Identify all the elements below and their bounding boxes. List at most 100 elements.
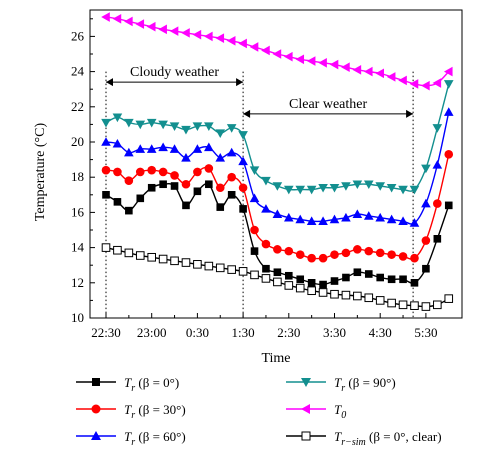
- data-point: [363, 180, 374, 190]
- data-point: [330, 277, 339, 285]
- data-point: [135, 167, 145, 177]
- data-point: [284, 281, 294, 290]
- data-point: [101, 118, 111, 128]
- legend-label: Tr (β = 30°): [124, 402, 186, 421]
- data-point: [170, 256, 179, 266]
- series-trsim: [101, 243, 454, 311]
- cloudy-weather-annotation: Cloudy weather: [106, 65, 244, 87]
- data-point: [215, 129, 226, 138]
- data-point: [318, 288, 328, 297]
- series-line: [105, 83, 450, 192]
- data-point: [387, 250, 396, 259]
- data-point: [124, 118, 134, 128]
- data-point: [375, 182, 385, 191]
- x-tick-label: 0:30: [186, 325, 209, 340]
- data-point: [433, 300, 442, 310]
- data-point: [181, 28, 190, 38]
- data-point: [318, 58, 327, 68]
- data-point: [422, 264, 430, 273]
- data-point: [444, 294, 454, 303]
- series-t0: [101, 12, 453, 91]
- data-point: [204, 164, 214, 173]
- data-point: [158, 254, 168, 264]
- data-point: [204, 142, 214, 152]
- data-point: [273, 268, 282, 277]
- data-point: [146, 118, 157, 128]
- arrowhead-left: [106, 78, 113, 87]
- data-point: [181, 153, 191, 162]
- data-point: [261, 176, 271, 186]
- data-point: [341, 62, 350, 72]
- data-point: [238, 131, 248, 140]
- data-point: [329, 183, 340, 193]
- data-point: [272, 209, 283, 218]
- data-point: [113, 245, 122, 255]
- x-tick-label: 5:30: [414, 325, 437, 340]
- data-point: [329, 59, 339, 70]
- data-point: [169, 144, 180, 153]
- series-tr60: [101, 107, 454, 227]
- data-point: [158, 24, 167, 35]
- data-point: [238, 183, 248, 193]
- data-point: [169, 26, 179, 36]
- y-tick-label: 26: [71, 28, 85, 43]
- data-point: [146, 144, 157, 153]
- data-point: [386, 183, 397, 193]
- data-point: [158, 167, 168, 177]
- data-point: [386, 214, 397, 224]
- data-point: [204, 122, 214, 131]
- data-point: [432, 78, 442, 88]
- data-point: [410, 301, 419, 310]
- data-point: [295, 54, 305, 65]
- series-tr0: [102, 180, 453, 289]
- data-point: [285, 271, 293, 280]
- data-point: [113, 198, 122, 206]
- data-point: [273, 277, 282, 287]
- data-point: [443, 80, 454, 89]
- plot-frame: [89, 9, 463, 319]
- data-point: [443, 66, 453, 77]
- y-tick-label: 16: [71, 204, 85, 219]
- data-point: [249, 193, 260, 203]
- data-point: [226, 124, 237, 133]
- series-tr90: [101, 80, 454, 195]
- y-tick-label: 18: [71, 169, 84, 184]
- legend-item-trsim: Tr−sim (β = 0°, clear): [286, 429, 442, 448]
- data-point: [238, 156, 248, 166]
- legend: Tr (β = 0°) Tr (β = 30°) Tr (β = 60°) Tr (β…: [76, 375, 442, 448]
- data-point: [102, 191, 110, 199]
- data-point: [301, 404, 310, 414]
- data-point: [249, 166, 260, 175]
- data-point: [301, 431, 311, 441]
- x-tick-label: 4:30: [369, 325, 392, 340]
- legend-label: Tr (β = 60°): [124, 429, 186, 448]
- data-point: [91, 431, 101, 440]
- data-point: [181, 258, 191, 267]
- data-point: [112, 138, 123, 148]
- data-point: [301, 378, 311, 387]
- data-point: [238, 38, 247, 49]
- data-point: [193, 167, 202, 177]
- data-point: [250, 270, 259, 280]
- data-point: [91, 404, 101, 414]
- x-tick-label: 2:30: [277, 325, 300, 340]
- data-point: [92, 378, 100, 386]
- data-point: [307, 286, 316, 296]
- data-point: [170, 171, 179, 180]
- data-point: [158, 142, 168, 152]
- data-point: [124, 16, 133, 27]
- data-point: [364, 270, 373, 278]
- data-point: [182, 201, 190, 210]
- legend-label: Tr (β = 90°): [334, 375, 396, 394]
- data-point: [398, 252, 408, 261]
- data-point: [272, 49, 282, 59]
- data-point: [215, 33, 225, 43]
- data-point: [284, 212, 294, 222]
- data-point: [329, 214, 340, 224]
- data-point: [307, 279, 316, 287]
- data-point: [421, 164, 431, 174]
- data-point: [421, 198, 431, 208]
- data-point: [352, 180, 363, 190]
- data-point: [193, 187, 202, 196]
